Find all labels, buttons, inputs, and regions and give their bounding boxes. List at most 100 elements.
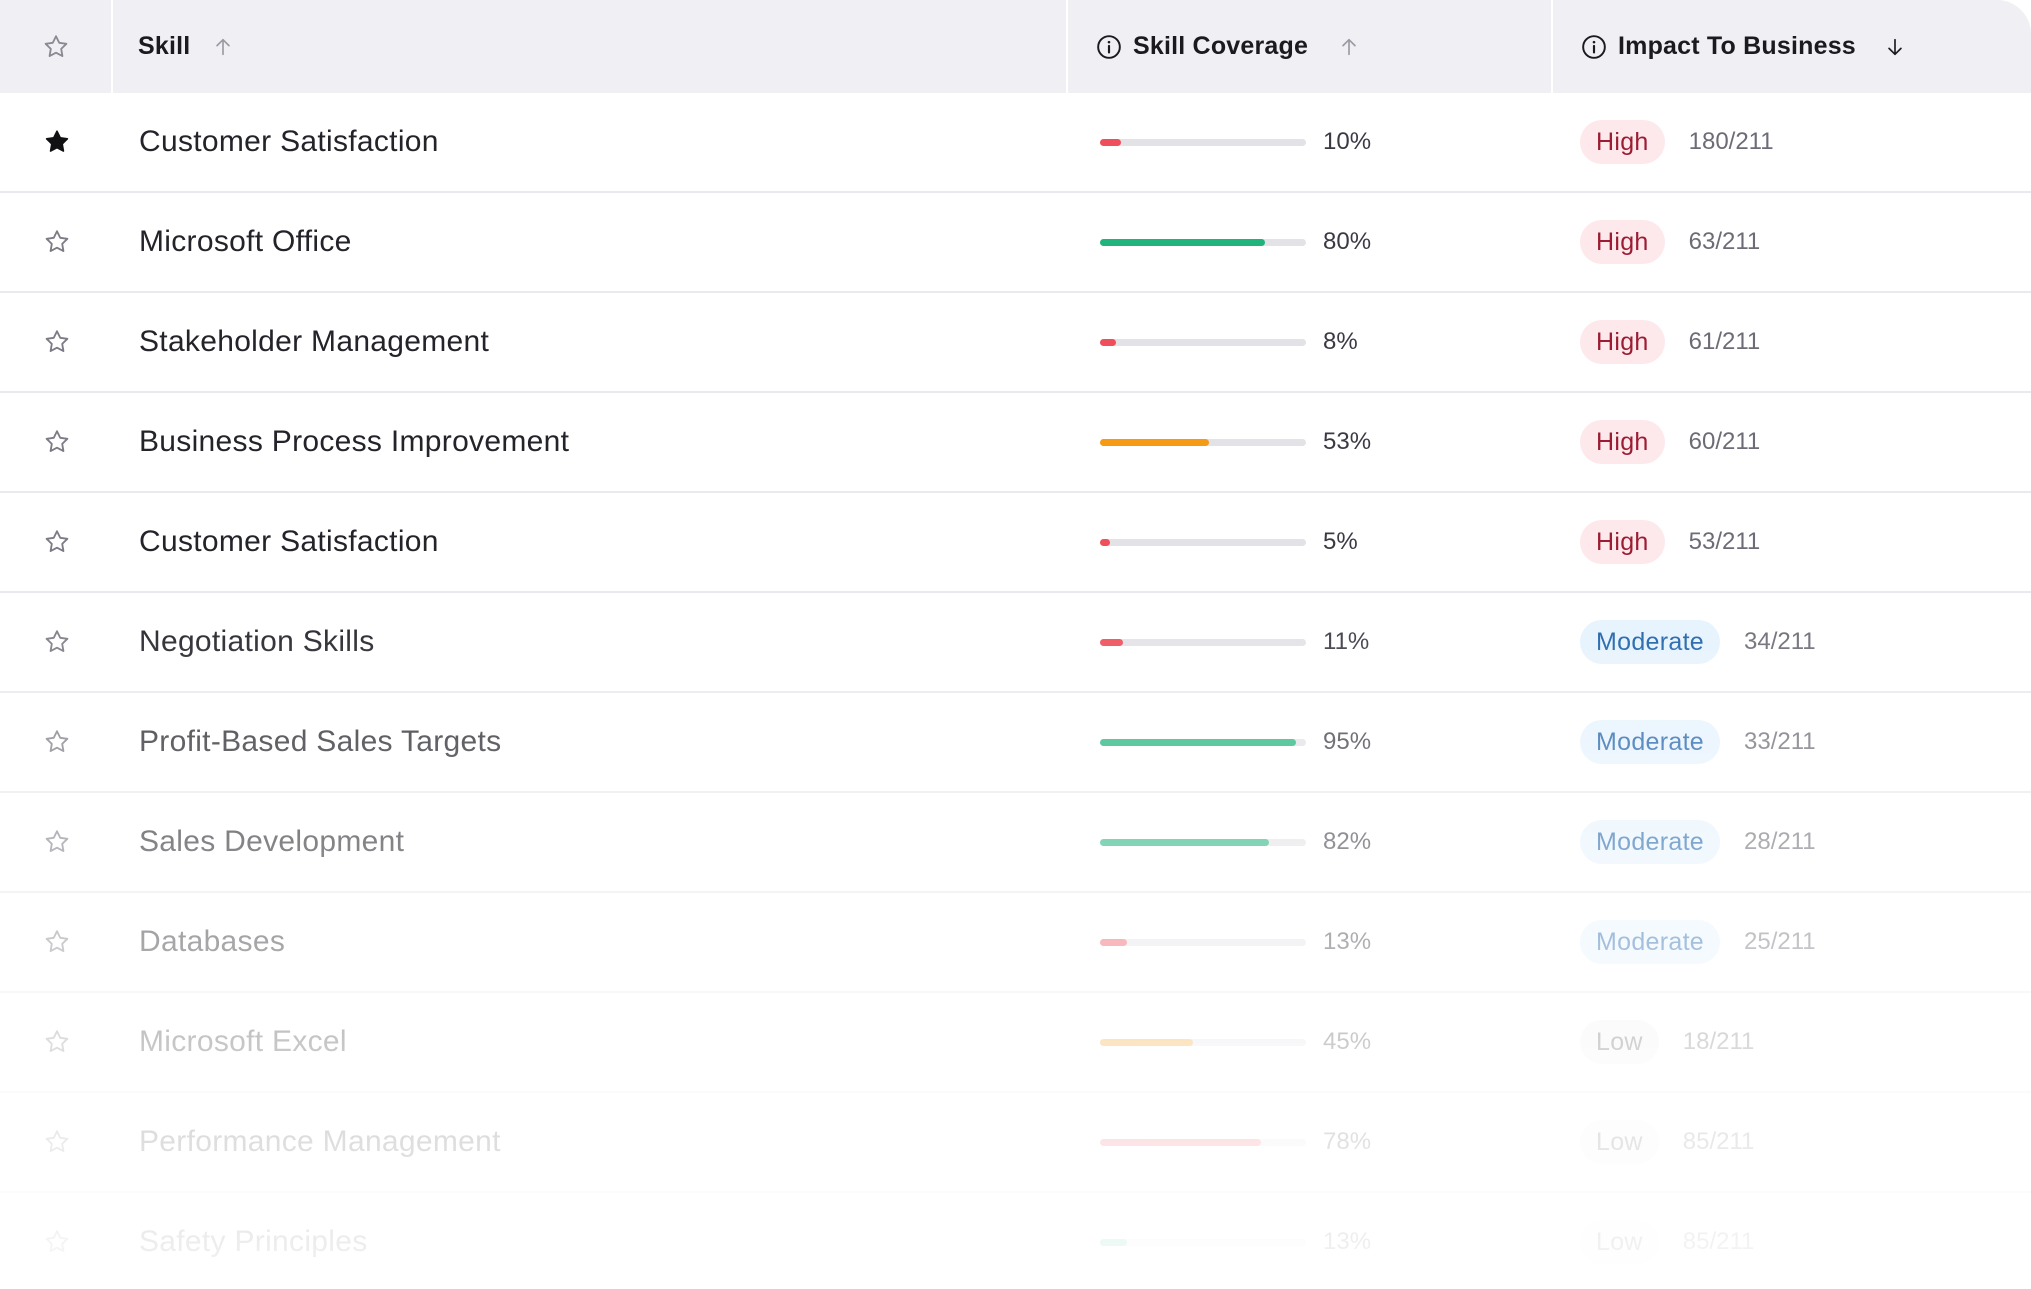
skill-coverage-cell: 13% [1070,1228,1557,1256]
impact-cell: Moderate 33/211 [1557,720,2031,764]
star-outline-icon[interactable] [43,728,71,756]
impact-cell: Low 85/211 [1557,1220,2031,1264]
impact-ratio: 18/211 [1682,1028,1755,1055]
table-row[interactable]: Negotiation Skills 11% Moderate 34/211 [0,593,2031,693]
skill-coverage-cell: 10% [1070,128,1557,156]
star-outline-icon[interactable] [43,328,71,356]
coverage-bar-fill [1100,1038,1193,1046]
impact-badge: High [1580,520,1665,564]
table-row[interactable]: Customer Satisfaction 5% High 53/211 [0,493,2031,593]
impact-ratio: 60/211 [1688,428,1761,455]
impact-ratio: 85/211 [1682,1128,1755,1155]
row-star-cell [0,528,113,556]
coverage-bar-fill [1100,538,1111,546]
skill-name: Business Process Improvement [139,425,570,458]
coverage-bar-track [1100,1138,1306,1146]
coverage-percent: 10% [1323,128,1372,155]
row-star-cell [0,228,113,256]
skill-coverage-cell: 8% [1070,328,1557,356]
star-outline-icon[interactable] [43,928,71,956]
coverage-percent: 53% [1323,428,1372,455]
skill-name: Customer Satisfaction [139,525,439,558]
header-coverage-label: Skill Coverage [1133,32,1309,60]
skill-name: Performance Management [139,1125,501,1158]
info-icon[interactable] [1096,34,1122,60]
star-outline-icon[interactable] [43,1128,71,1156]
arrow-up-icon[interactable] [1338,35,1360,59]
star-outline-icon[interactable] [43,228,71,256]
table-header: Skill Skill Coverage Impact To Business [0,0,2031,93]
skill-coverage-cell: 11% [1070,628,1557,656]
impact-badge: Low [1580,1120,1659,1164]
impact-badge: Moderate [1580,720,1721,764]
skill-name: Stakeholder Management [139,325,490,358]
row-star-cell [0,728,113,756]
coverage-percent: 13% [1323,928,1372,955]
star-filled-icon[interactable] [43,128,71,156]
info-icon[interactable] [1581,34,1607,60]
table-row[interactable]: Profit-Based Sales Targets 95% Moderate 33/… [0,693,2031,793]
header-skill[interactable]: Skill [113,0,1068,93]
star-outline-icon[interactable] [43,1028,71,1056]
impact-ratio: 180/211 [1688,128,1774,155]
coverage-bar-fill [1100,438,1210,446]
impact-ratio: 28/211 [1744,828,1816,855]
coverage-bar-fill [1100,138,1121,146]
star-outline-icon[interactable] [43,1228,71,1256]
arrow-down-icon[interactable] [1884,35,1906,59]
table-row[interactable]: Safety Principles 13% Low 85/211 [0,1193,2031,1289]
table-row[interactable]: Stakeholder Management 8% High 61/211 [0,293,2031,393]
impact-badge: High [1580,420,1665,464]
coverage-bar-track [1100,1038,1306,1046]
coverage-percent: 8% [1323,328,1358,355]
impact-ratio: 53/211 [1688,528,1761,555]
skill-name: Databases [139,925,286,958]
star-outline-icon[interactable] [42,33,70,61]
star-outline-icon[interactable] [43,828,71,856]
coverage-bar-track [1100,838,1306,846]
row-star-cell [0,1028,113,1056]
table-row[interactable]: Customer Satisfaction 10% High 180/211 [0,93,2031,193]
header-skill-coverage[interactable]: Skill Coverage [1068,0,1553,93]
table-row[interactable]: Performance Management 78% Low 85/211 [0,1093,2031,1193]
coverage-bar-track [1100,338,1306,346]
skill-name: Microsoft Office [139,225,352,258]
skill-name: Microsoft Excel [139,1025,347,1058]
skill-name: Customer Satisfaction [139,125,439,158]
coverage-bar-track [1100,238,1306,246]
table-row[interactable]: Business Process Improvement 53% High 60/21… [0,393,2031,493]
table-row[interactable]: Microsoft Excel 45% Low 18/211 [0,993,2031,1093]
impact-cell: High 53/211 [1557,520,2031,564]
impact-badge: Moderate [1580,820,1721,864]
table-row[interactable]: Databases 13% Moderate 25/211 [0,893,2031,993]
coverage-bar-track [1100,738,1306,746]
row-star-cell [0,328,113,356]
coverage-bar-fill [1100,338,1117,346]
row-star-cell [0,1128,113,1156]
skill-coverage-cell: 78% [1070,1128,1557,1156]
coverage-bar-track [1100,538,1306,546]
impact-badge: High [1580,320,1665,364]
table-row[interactable]: Sales Development 82% Moderate 28/211 [0,793,2031,893]
coverage-bar-fill [1100,838,1269,846]
header-impact-to-business[interactable]: Impact To Business [1553,0,2031,93]
star-outline-icon[interactable] [43,428,71,456]
row-star-cell [0,428,113,456]
star-outline-icon[interactable] [43,528,71,556]
header-star-cell [0,0,113,93]
skill-coverage-cell: 53% [1070,428,1557,456]
skill-coverage-cell: 13% [1070,928,1557,956]
coverage-bar-fill [1100,238,1265,246]
skill-name: Safety Principles [139,1225,368,1258]
coverage-bar-fill [1100,738,1296,746]
impact-badge: Low [1580,1020,1659,1064]
coverage-percent: 5% [1323,528,1358,555]
table-row[interactable]: Microsoft Office 80% High 63/211 [0,193,2031,293]
impact-cell: High 63/211 [1557,220,2031,264]
star-outline-icon[interactable] [43,628,71,656]
impact-cell: Moderate 28/211 [1557,820,2031,864]
coverage-percent: 82% [1323,828,1372,855]
arrow-up-icon[interactable] [212,35,234,59]
coverage-bar-fill [1100,1238,1127,1246]
